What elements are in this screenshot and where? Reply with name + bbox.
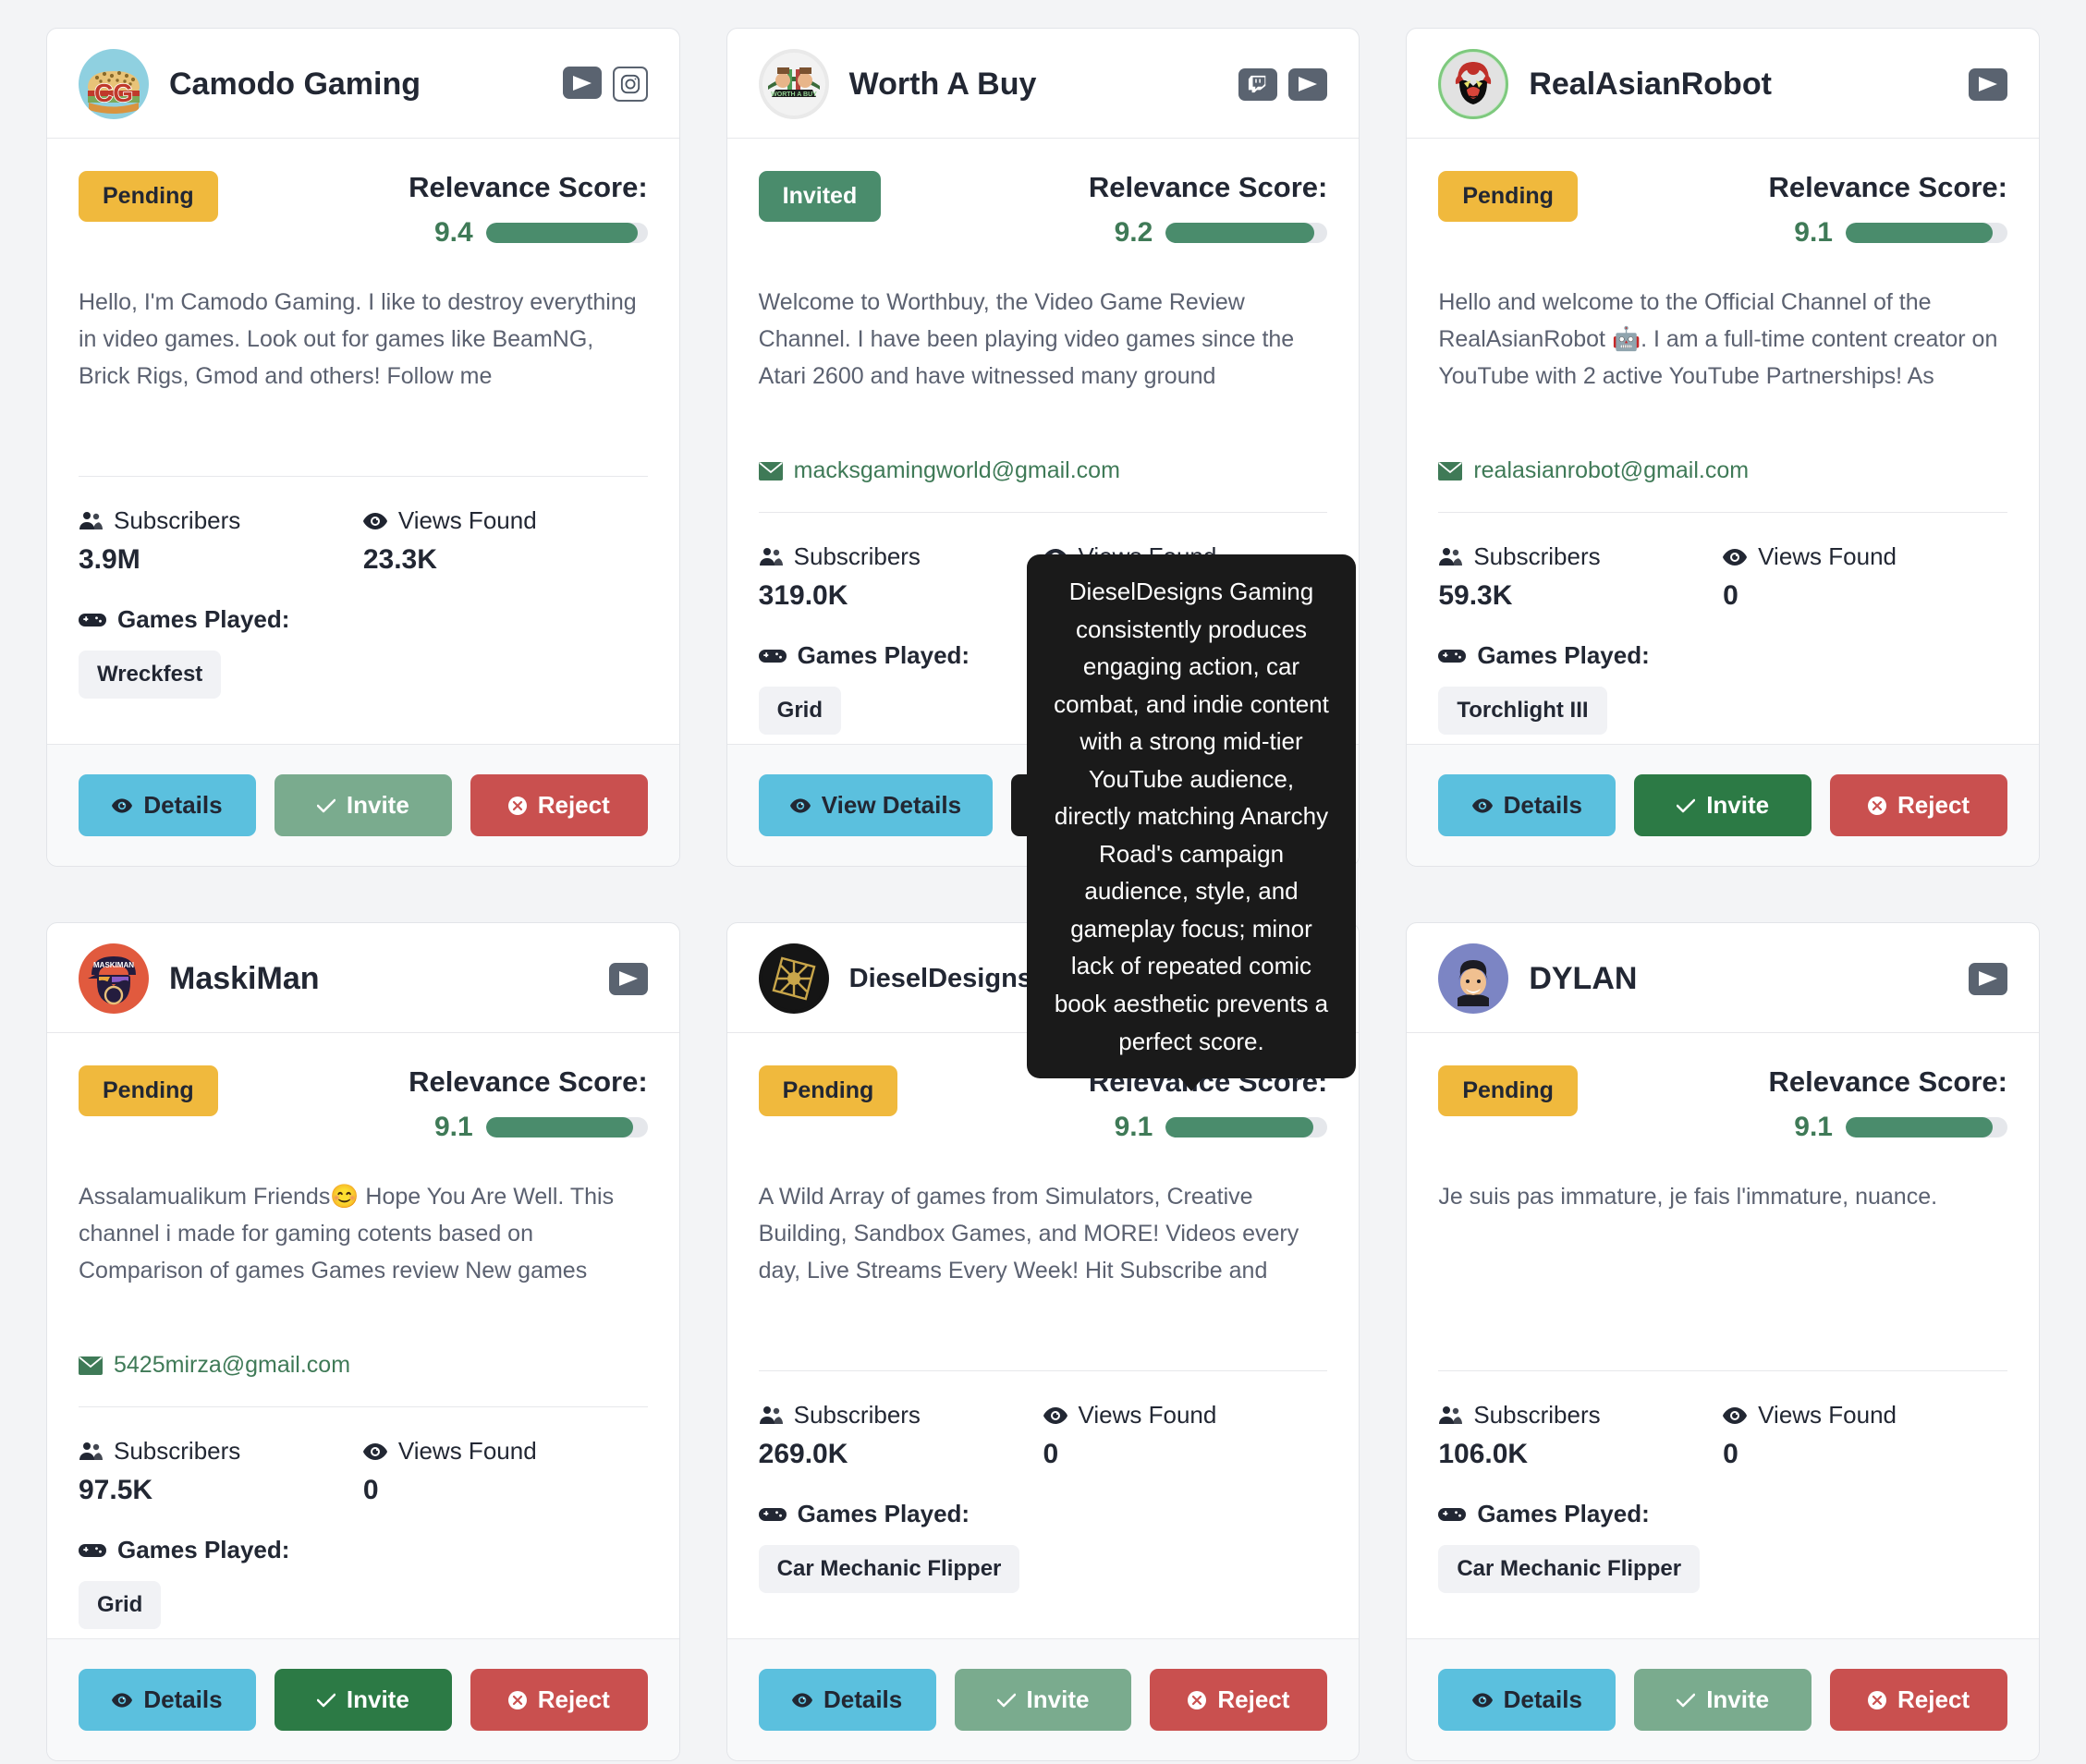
svg-text:MASKIMAN: MASKIMAN [93,961,134,969]
svg-text:CG: CG [94,79,133,107]
svg-text:WORTH A BUY: WORTH A BUY [771,91,817,98]
